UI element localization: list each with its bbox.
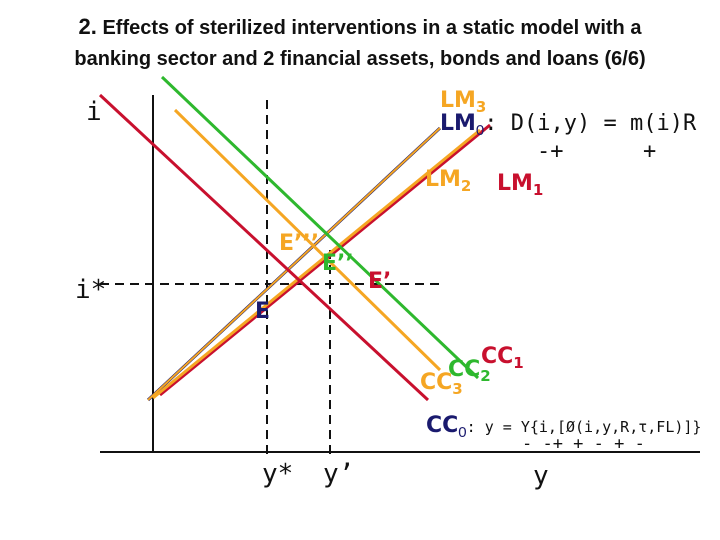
- cc3-curve: [173, 108, 442, 372]
- title-number: 2.: [78, 14, 97, 39]
- cc1-label: CC1: [481, 344, 524, 372]
- lm3-curve: [147, 127, 441, 401]
- cc2-curve: [160, 75, 480, 380]
- point-e-prime: E’: [368, 269, 391, 294]
- point-e: E: [255, 299, 270, 324]
- point-e-dprime: E’’: [322, 251, 354, 276]
- lm2-label: LM2: [425, 167, 471, 195]
- point-e-tprime: E’’’: [279, 231, 319, 256]
- lm0-label: LM0: D(i,y) = m(i)R: [440, 111, 697, 139]
- title-text-2: banking sector and 2 financial assets, b…: [74, 48, 646, 70]
- lm1-label: LM1: [497, 171, 543, 199]
- cc0-label: CC0: y = Y{i,[Ø(i,y,R,τ,FL)]}: [426, 413, 701, 441]
- lm1-curve: [159, 123, 491, 397]
- cc3-label: CC3: [420, 370, 463, 398]
- cc0-curve: [98, 93, 430, 402]
- y-prime-label: y’: [323, 459, 354, 489]
- y-axis-label: i: [86, 97, 102, 127]
- cc0-signs: - -+ + - + -: [522, 434, 645, 454]
- title-line-1: 2. Effects of sterilized interventions i…: [0, 14, 720, 40]
- y-star-label: y*: [262, 459, 293, 489]
- lm3-label: LM3: [440, 88, 486, 116]
- x-axis-label: y: [533, 461, 549, 491]
- title-text-1: Effects of sterilized interventions in a…: [102, 17, 642, 39]
- cc2-label: CC2: [448, 357, 491, 385]
- lm2-curve: [152, 128, 481, 400]
- lm0-signs: -+ +: [537, 139, 656, 164]
- i-star-label: i*: [75, 275, 106, 305]
- title-line-2: banking sector and 2 financial assets, b…: [0, 48, 720, 71]
